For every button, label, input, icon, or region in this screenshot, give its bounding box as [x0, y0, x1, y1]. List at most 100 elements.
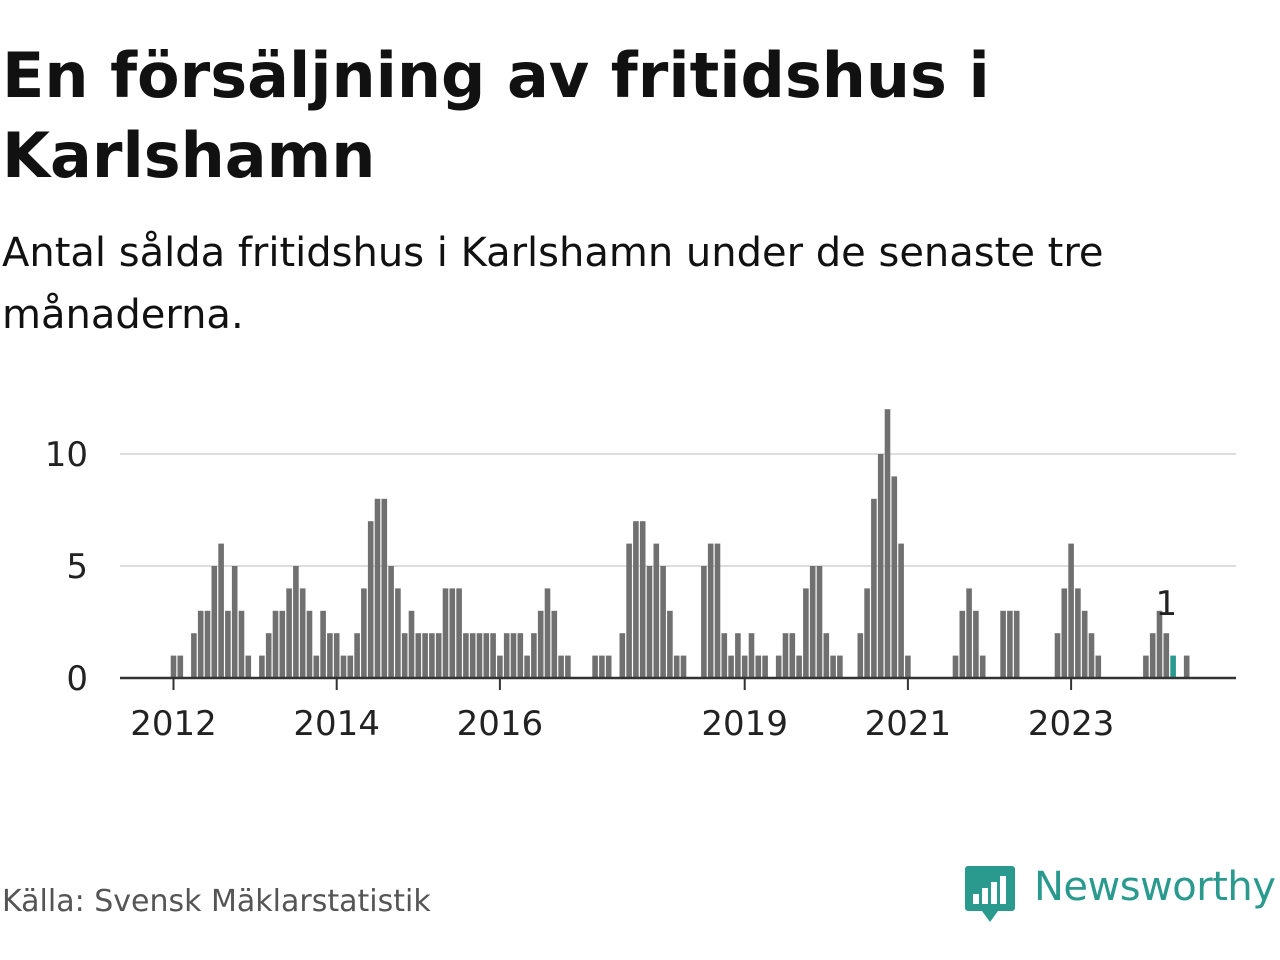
- bar: [1000, 610, 1006, 678]
- bar: [775, 655, 782, 678]
- bar: [1054, 633, 1061, 678]
- bar: [653, 543, 660, 678]
- x-tick-label: 2023: [1028, 704, 1115, 744]
- bar: [680, 655, 687, 678]
- bar: [537, 610, 544, 678]
- y-tick-label: 10: [45, 435, 88, 475]
- bar: [306, 610, 313, 678]
- bar: [837, 655, 843, 678]
- bar: [755, 655, 762, 678]
- bar: [265, 633, 272, 678]
- grid-lines: [120, 453, 1236, 567]
- x-tick-label: 2012: [130, 704, 217, 744]
- bar: [707, 543, 714, 678]
- bar: [170, 655, 177, 678]
- bar: [388, 566, 394, 678]
- y-tick-label: 5: [66, 547, 88, 587]
- bar: [1075, 588, 1081, 678]
- bar: [429, 633, 435, 678]
- labels: 0 5 10 2012 2014 2016 2019 2021 2023 1: [45, 435, 1177, 744]
- bar: [1170, 655, 1176, 678]
- bar: [238, 610, 245, 678]
- bar: [245, 655, 252, 678]
- bar: [1183, 655, 1190, 678]
- bar: [966, 588, 972, 678]
- bar: [1081, 610, 1088, 678]
- bar: [211, 566, 218, 678]
- bar: [395, 588, 401, 678]
- bar: [864, 588, 870, 678]
- bar: [286, 588, 292, 678]
- bar: [401, 633, 408, 678]
- bar: [415, 633, 422, 678]
- bar: [1095, 655, 1102, 678]
- bar: [517, 633, 524, 678]
- bar: [823, 633, 830, 678]
- page-title: En försäljning av fritidshus i Karlshamn: [2, 39, 990, 192]
- bar: [816, 566, 823, 678]
- bar: [748, 633, 755, 678]
- bar: [531, 633, 537, 678]
- bar: [646, 566, 653, 678]
- bar: [877, 454, 884, 678]
- bar: [469, 633, 476, 678]
- bar: [225, 610, 231, 678]
- bar: [633, 521, 639, 678]
- bar: [204, 610, 211, 678]
- bar: [701, 566, 707, 678]
- bar: [639, 521, 646, 678]
- bar: [599, 655, 605, 678]
- bar: [789, 633, 796, 678]
- bars: [170, 409, 1190, 678]
- bar: [497, 655, 503, 678]
- bar: [340, 655, 347, 678]
- x-tick-label: 2019: [701, 704, 788, 744]
- bar: [347, 655, 354, 678]
- bar: [891, 476, 898, 678]
- bar: [952, 655, 959, 678]
- bar: [1061, 588, 1068, 678]
- bar: [1163, 633, 1170, 678]
- bar: [857, 633, 864, 678]
- x-tick-label: 2016: [457, 704, 544, 744]
- bar: [1088, 633, 1095, 678]
- bar: [884, 409, 891, 678]
- bar: [1149, 633, 1156, 678]
- bar: [898, 543, 904, 678]
- bar: [299, 588, 306, 678]
- bar: [272, 610, 279, 678]
- bar: [354, 633, 360, 678]
- bar: [592, 655, 598, 678]
- bar: [456, 588, 462, 678]
- bar: [809, 566, 816, 678]
- bar: [871, 498, 877, 678]
- bar: [544, 588, 551, 678]
- bar: [333, 633, 340, 678]
- bar: [510, 633, 517, 678]
- bar: [259, 655, 265, 678]
- bar: [1013, 610, 1020, 678]
- bar: [449, 588, 456, 678]
- bar: [503, 633, 510, 678]
- bar: [830, 655, 836, 678]
- y-tick-label: 0: [66, 659, 88, 699]
- bar: [422, 633, 428, 678]
- bar: [558, 655, 564, 678]
- bar: [293, 566, 299, 678]
- bar: [524, 655, 530, 678]
- bar: [327, 633, 333, 678]
- bar: [435, 633, 442, 678]
- bar: [1156, 610, 1163, 678]
- bar: [231, 566, 238, 678]
- bar: [551, 610, 558, 678]
- bar: [1007, 610, 1013, 678]
- bar: [565, 655, 571, 678]
- bar: [320, 610, 326, 678]
- bar: [313, 655, 320, 678]
- bar: [279, 610, 286, 678]
- chart-subtitle: Antal sålda fritidshus i Karlshamn under…: [2, 230, 1104, 338]
- bar: [979, 655, 986, 678]
- bar: [803, 588, 809, 678]
- bar: [442, 588, 449, 678]
- bar: [191, 633, 197, 678]
